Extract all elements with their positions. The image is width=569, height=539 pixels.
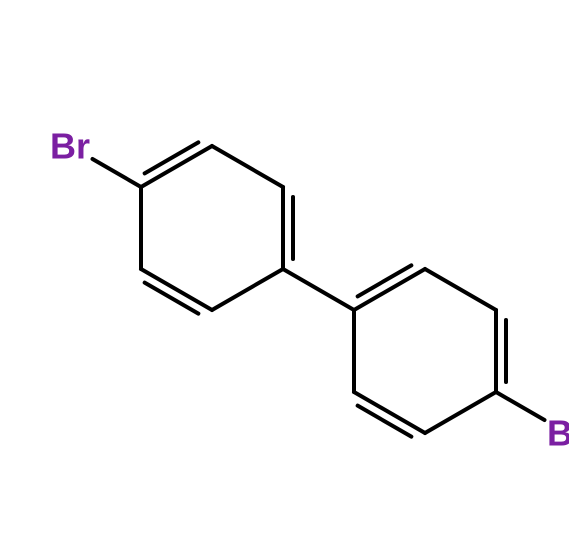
bond — [496, 392, 544, 420]
bond — [354, 269, 425, 310]
bond — [212, 269, 283, 310]
bond — [354, 392, 425, 433]
labels-layer: Br Br — [50, 126, 569, 454]
bond — [141, 146, 212, 187]
atom-label-br: Br — [547, 413, 569, 454]
bond — [425, 269, 496, 310]
bond — [141, 269, 212, 310]
molecule-diagram: Br Br — [0, 0, 569, 539]
bond — [212, 146, 283, 187]
bonds-layer — [93, 142, 545, 436]
bond — [283, 269, 354, 310]
bond — [425, 392, 496, 433]
atom-label-br: Br — [50, 126, 90, 167]
bond — [93, 159, 141, 187]
